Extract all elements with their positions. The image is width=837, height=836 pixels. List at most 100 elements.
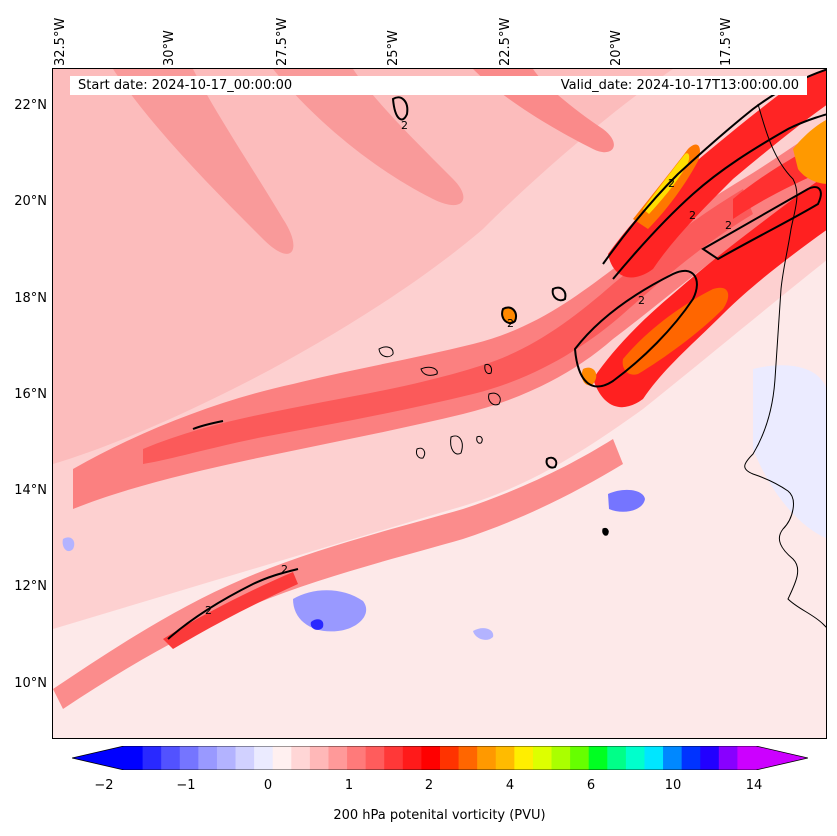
lon-label-25w: 25°W (386, 30, 401, 66)
colorbar-swatch (124, 746, 144, 770)
colorbar-swatch (347, 746, 367, 770)
contour-label: 2 (401, 119, 408, 132)
colorbar-title: 200 hPa potenital vorticity (PVU) (333, 808, 546, 823)
colorbar-swatch (402, 746, 422, 770)
lon-label-32.5w: 32.5°W (53, 17, 68, 66)
island-sao-nicolau (420, 366, 438, 376)
contour-label: 2 (638, 294, 645, 307)
lat-label-20n: 20°N (14, 194, 47, 209)
colorbar-swatch (254, 746, 274, 770)
lat-label-22n: 22°N (14, 98, 47, 113)
contour-label: 2 (689, 209, 696, 222)
island-santo-antao (378, 346, 394, 358)
island-sal (484, 364, 492, 374)
contour-label: 2 (507, 317, 514, 330)
valid-date-label: Valid_date: 2024-10-17T13:00:00.00 (560, 78, 799, 93)
colorbar-swatch (700, 746, 720, 770)
pv-contour-2-small-2 (501, 306, 517, 325)
colorbar-tick: −1 (176, 778, 196, 793)
lon-label-22.5w: 22.5°W (498, 17, 513, 66)
date-header: Start date: 2024-10-17_00:00:00 Valid_da… (70, 76, 807, 95)
lat-label-14n: 14°N (14, 483, 47, 498)
colorbar (72, 746, 808, 770)
colorbar-swatch (291, 746, 311, 770)
colorbar-tick: 6 (586, 778, 596, 793)
colorbar-swatch (737, 746, 757, 770)
pv-negative-patch-1 (293, 590, 367, 632)
pv-negative-patch-4 (62, 537, 75, 552)
pv-contour-2-coast (701, 186, 822, 261)
pv-core-orange-1 (622, 287, 729, 375)
pv-contour-2-spot-2 (602, 528, 609, 536)
colorbar-swatch (179, 746, 199, 770)
colorbar-swatch (365, 746, 385, 770)
pv-contour-2-closed (573, 269, 698, 388)
pv-filament-main-core (143, 189, 753, 464)
pv-negative-patch-1-core (310, 619, 324, 630)
pv-map: 2 2 2 2 2 2 2 2 (52, 68, 827, 739)
pv-filament-main (73, 125, 826, 509)
colorbar-tick: 4 (505, 778, 515, 793)
lat-label-12n: 12°N (14, 579, 47, 594)
colorbar-swatch (440, 746, 460, 770)
lat-label-18n: 18°N (14, 291, 47, 306)
start-date-label: Start date: 2024-10-17_00:00:00 (78, 78, 293, 93)
colorbar-swatch (142, 746, 162, 770)
pv-contour-2-south (167, 568, 299, 640)
island-fogo (416, 447, 426, 459)
colorbar-extend-high (756, 746, 808, 770)
pv-field: 2 2 2 2 2 2 2 2 (53, 69, 826, 738)
colorbar-swatch (421, 746, 441, 770)
pv-band-south-core (163, 572, 298, 649)
pv-core-orange-5 (502, 307, 517, 324)
lat-label-10n: 10°N (14, 676, 47, 691)
island-boa-vista (488, 392, 501, 406)
colorbar-swatch (235, 746, 255, 770)
lon-label-27.5w: 27.5°W (275, 17, 290, 66)
colorbar-swatch (477, 746, 497, 770)
colorbar-tick: 2 (424, 778, 434, 793)
colorbar-swatch (272, 746, 292, 770)
colorbar-swatch (532, 746, 553, 770)
pv-band-south (53, 439, 623, 709)
colorbar-tick: −2 (94, 778, 114, 793)
colorbar-swatch (551, 746, 571, 770)
pv-contour-2-spot (545, 456, 558, 469)
island-santiago (450, 435, 463, 455)
lon-label-30w: 30°W (162, 30, 177, 66)
colorbar-swatch (663, 746, 683, 770)
pv-contour-2-ne-lower (612, 113, 826, 280)
colorbar-tick: 1 (344, 778, 354, 793)
lon-label-17.5w: 17.5°W (719, 17, 734, 66)
pv-negative-patch-3 (473, 628, 494, 640)
colorbar-swatch (328, 746, 348, 770)
contour-label: 2 (281, 563, 288, 576)
contour-label: 2 (205, 604, 212, 617)
colorbar-swatch (309, 746, 329, 770)
pv-core-orange-3 (793, 120, 826, 184)
pv-contour-2-small-1 (391, 96, 409, 121)
pv-contour-2-west (192, 420, 224, 430)
colorbar-swatch (644, 746, 664, 770)
pv-region-streak-2 (273, 69, 464, 206)
colorbar-swatch (384, 746, 404, 770)
colorbar-swatch (588, 746, 608, 770)
colorbar-swatch (495, 746, 515, 770)
lon-label-20w: 20°W (609, 30, 624, 66)
colorbar-swatch (161, 746, 181, 770)
colorbar-swatch (681, 746, 701, 770)
colorbar-swatch (514, 746, 534, 770)
pv-region-streak-1 (113, 69, 294, 254)
contour-label: 2 (725, 219, 732, 232)
colorbar-swatch (216, 746, 237, 770)
colorbar-swatch (607, 746, 627, 770)
colorbar-extend-low (72, 746, 124, 770)
pv-negative-patch-2 (608, 489, 645, 512)
colorbar-tick: 14 (745, 778, 763, 793)
colorbar-swatch (198, 746, 218, 770)
colorbar-swatch (458, 746, 478, 770)
colorbar-tick: 10 (664, 778, 682, 793)
pv-contour-2-small-3 (551, 286, 567, 302)
lat-label-16n: 16°N (14, 387, 47, 402)
island-maio (476, 436, 483, 444)
